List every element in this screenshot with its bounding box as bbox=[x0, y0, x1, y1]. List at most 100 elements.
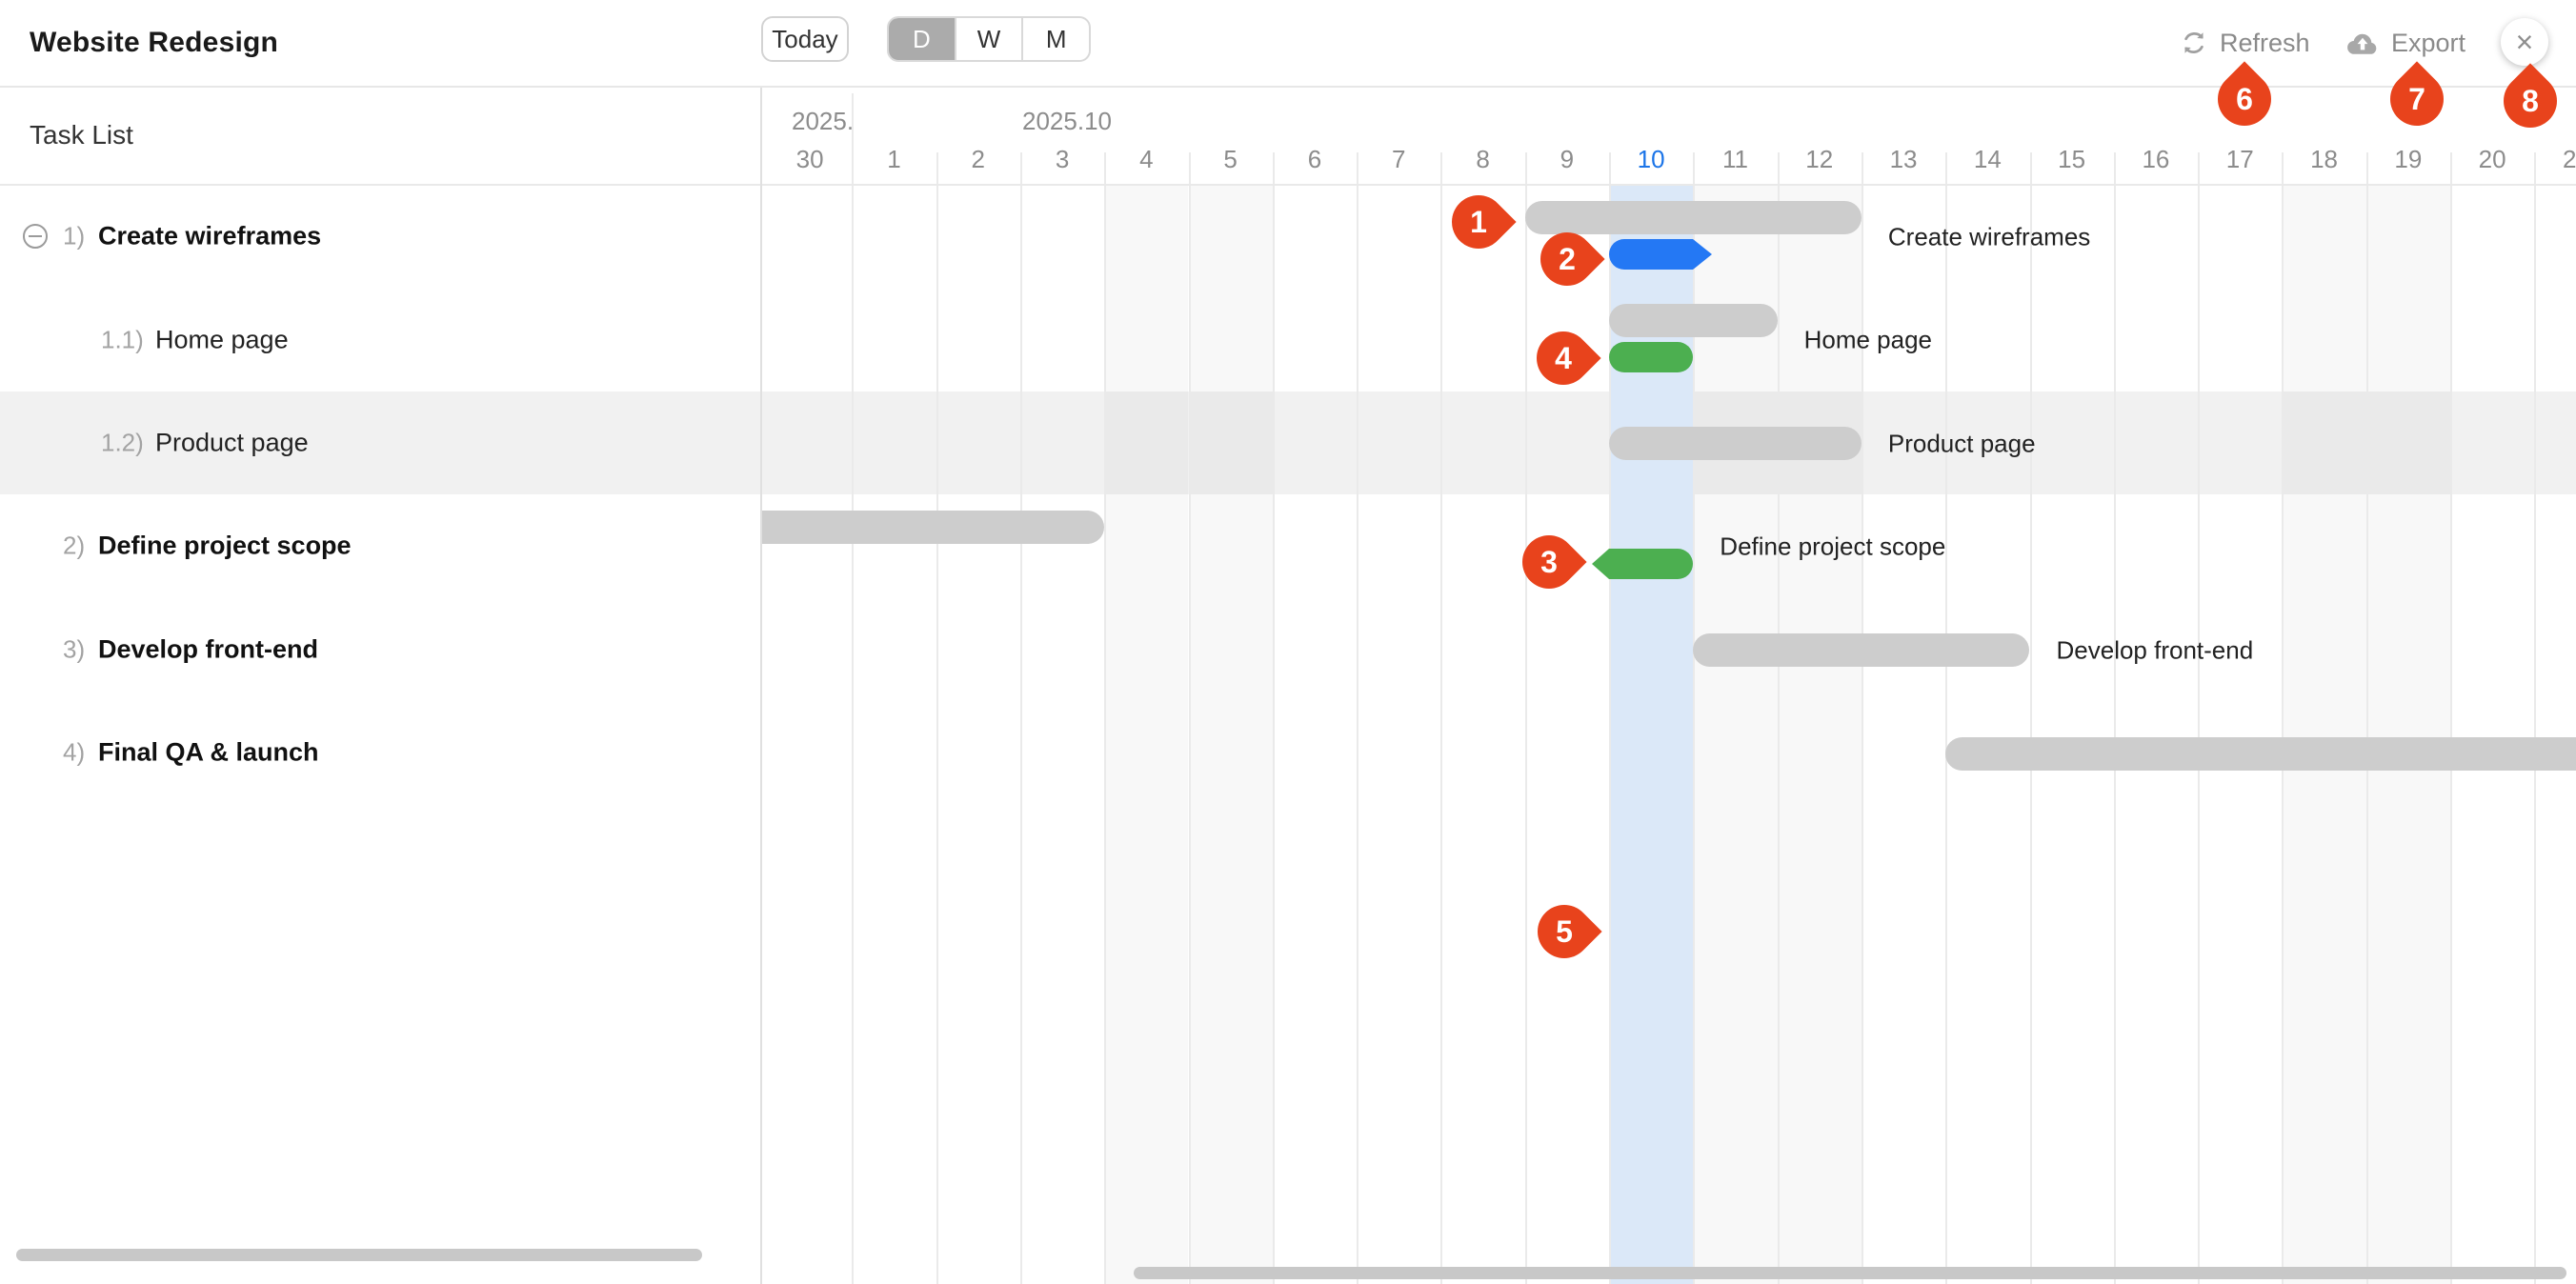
weekend-column-shade bbox=[1189, 186, 1273, 1284]
task-row-6[interactable]: 4) Final QA & launch bbox=[0, 701, 760, 804]
annotation-pin-3: 3 bbox=[1511, 524, 1587, 600]
day-label-30: 30 bbox=[795, 145, 824, 173]
today-button[interactable]: Today bbox=[761, 16, 849, 62]
weekend-column-shade bbox=[1693, 186, 1777, 1284]
task-number: 1.1) bbox=[101, 325, 144, 354]
gantt-bar-body bbox=[1609, 342, 1694, 373]
task-row-5[interactable]: 3) Develop front-end bbox=[0, 598, 760, 701]
day-gridline bbox=[2365, 152, 2368, 1284]
close-button[interactable]: × bbox=[2501, 18, 2548, 66]
task-name: Define project scope bbox=[98, 531, 352, 560]
selected-row-highlight bbox=[0, 391, 2576, 495]
task-name: Final QA & launch bbox=[98, 737, 319, 767]
gantt-bar-progress[interactable] bbox=[1592, 549, 1694, 580]
gantt-bar-label: Develop front-end bbox=[2056, 635, 2254, 665]
day-gridline bbox=[2113, 152, 2116, 1284]
gantt-bar-planned[interactable] bbox=[1609, 427, 1862, 461]
gantt-bar-body bbox=[1609, 304, 1778, 338]
task-name: Product page bbox=[155, 428, 309, 457]
month-label: 2025. bbox=[792, 107, 855, 135]
view-seg-w[interactable]: W bbox=[956, 18, 1024, 60]
view-seg-m[interactable]: M bbox=[1045, 24, 1067, 53]
day-gridline bbox=[1019, 152, 1022, 1284]
gantt-bar-arrow-left bbox=[1592, 549, 1609, 580]
task-number: 4) bbox=[63, 737, 86, 767]
gantt-bar-body bbox=[762, 511, 1105, 545]
task-row-1[interactable]: 1) Create wireframes bbox=[0, 185, 760, 288]
refresh-icon bbox=[2180, 29, 2208, 57]
day-label-10: 10 bbox=[1637, 145, 1665, 173]
weekend-column-shade bbox=[2366, 186, 2450, 1284]
gantt-bar-body bbox=[1609, 427, 1862, 461]
gantt-bar-body bbox=[1609, 549, 1694, 580]
day-gridline bbox=[852, 93, 855, 1284]
chart-hscrollbar[interactable] bbox=[1134, 1267, 2566, 1279]
gantt-bar-planned[interactable] bbox=[762, 511, 1105, 545]
gantt-bar-label: Home page bbox=[1803, 325, 1933, 354]
annotation-pin-4: 4 bbox=[1525, 320, 1601, 396]
panel-divider[interactable] bbox=[760, 86, 762, 1284]
gantt-bar-body bbox=[1945, 736, 2576, 771]
page-title: Website Redesign bbox=[30, 27, 279, 58]
day-label-14: 14 bbox=[1973, 145, 2002, 173]
day-label-11: 11 bbox=[1721, 145, 1748, 173]
gantt-bar-label: Product page bbox=[1887, 429, 2036, 458]
day-label-13: 13 bbox=[1889, 145, 1918, 173]
tasklist-hscrollbar[interactable] bbox=[16, 1249, 702, 1261]
refresh-label: Refresh bbox=[2220, 28, 2310, 57]
pin-number: 6 bbox=[2236, 81, 2253, 116]
day-gridline bbox=[2282, 152, 2284, 1284]
pin-number: 2 bbox=[1559, 241, 1576, 276]
day-gridline bbox=[2198, 152, 2201, 1284]
annotation-pin-7: 7 bbox=[2379, 61, 2455, 137]
close-icon: × bbox=[2515, 25, 2534, 59]
task-list-panel: 1) Create wireframes 1.1) Home page 1.2) Prod… bbox=[0, 185, 760, 1284]
gantt-bar-arrow-right bbox=[1693, 239, 1713, 270]
task-row-2[interactable]: 1.1) Home page bbox=[0, 288, 760, 391]
day-gridline bbox=[1609, 152, 1611, 1284]
day-gridline bbox=[1272, 152, 1275, 1284]
day-gridline bbox=[2029, 152, 2032, 1284]
gantt-bar-progress[interactable] bbox=[1609, 239, 1713, 270]
day-gridline bbox=[1524, 152, 1527, 1284]
task-row-3[interactable]: 1.2) Product page bbox=[0, 391, 760, 494]
pin-number: 7 bbox=[2408, 81, 2425, 116]
pin-number: 3 bbox=[1540, 544, 1558, 579]
day-gridline bbox=[1104, 152, 1107, 1284]
gantt-bar-planned[interactable] bbox=[1945, 736, 2576, 771]
day-gridline bbox=[1357, 152, 1359, 1284]
view-seg-d[interactable]: D bbox=[889, 18, 956, 60]
gantt-bar-label: Define project scope bbox=[1720, 532, 1946, 561]
day-label-8: 8 bbox=[1476, 145, 1490, 173]
task-row-4[interactable]: 2) Define project scope bbox=[0, 494, 760, 597]
export-button[interactable]: Export bbox=[2345, 0, 2465, 86]
day-label-3: 3 bbox=[1055, 145, 1070, 173]
day-label-12: 12 bbox=[1805, 145, 1834, 173]
day-label-20: 20 bbox=[2478, 145, 2506, 173]
gantt-bar-body bbox=[1693, 633, 2030, 668]
pin-number: 4 bbox=[1555, 340, 1572, 375]
day-gridline bbox=[1188, 152, 1191, 1284]
gantt-bar-planned[interactable] bbox=[1693, 633, 2030, 668]
day-label-7: 7 bbox=[1392, 145, 1406, 173]
gantt-bar-body bbox=[1609, 239, 1694, 270]
gantt-bar-progress[interactable] bbox=[1609, 342, 1694, 373]
task-name: Develop front-end bbox=[98, 634, 319, 664]
day-gridline bbox=[2534, 152, 2537, 1284]
day-label-15: 15 bbox=[2058, 145, 2086, 173]
pin-number: 5 bbox=[1556, 913, 1573, 949]
refresh-button[interactable]: Refresh bbox=[2180, 0, 2310, 86]
annotation-pin-2: 2 bbox=[1529, 221, 1605, 297]
day-gridline bbox=[1945, 152, 1948, 1284]
gantt-bar-body bbox=[1524, 201, 1862, 234]
annotation-pin-8: 8 bbox=[2492, 63, 2568, 139]
task-number: 1) bbox=[63, 221, 86, 251]
gantt-bar-planned[interactable] bbox=[1524, 201, 1862, 234]
collapse-minus-icon[interactable] bbox=[23, 224, 48, 250]
day-label-18: 18 bbox=[2310, 145, 2338, 173]
annotation-pin-1: 1 bbox=[1440, 184, 1517, 260]
pin-number: 8 bbox=[2522, 83, 2539, 118]
gantt-bar-planned[interactable] bbox=[1609, 304, 1778, 338]
